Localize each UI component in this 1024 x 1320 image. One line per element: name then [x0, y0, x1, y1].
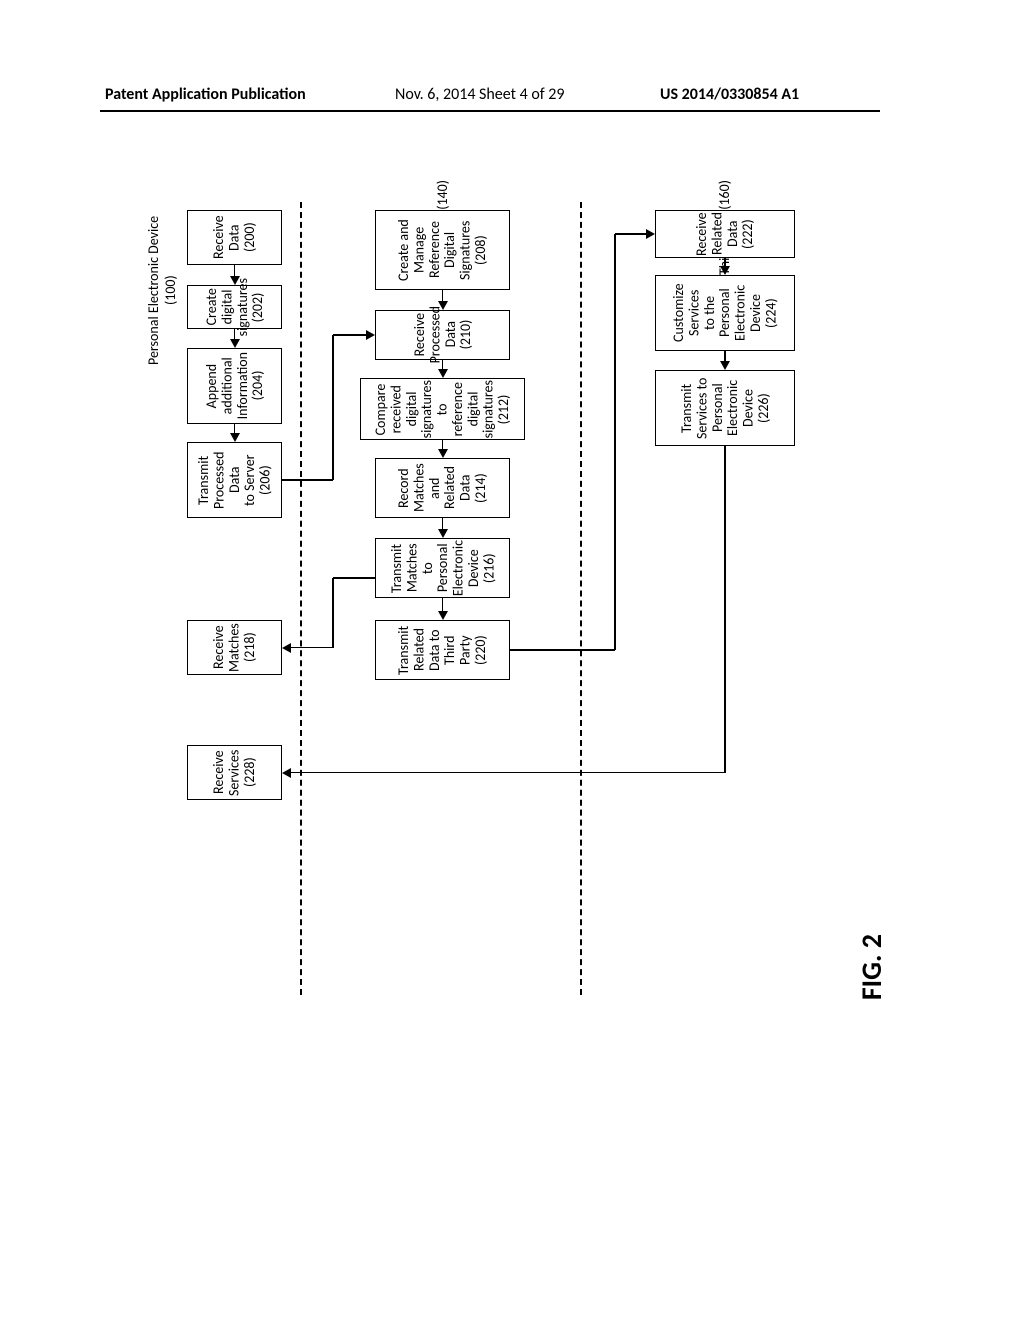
box-text: Transmit Services to	[679, 372, 710, 444]
arrow-head	[230, 276, 240, 285]
arrow	[290, 772, 725, 774]
box-text: Receive Matches	[211, 622, 242, 673]
box-text: to Server	[242, 444, 257, 516]
arrow-head	[438, 449, 448, 458]
box-text: additional	[219, 352, 234, 419]
header-right: US 2014/0330854 A1	[660, 85, 799, 104]
arrow-head	[282, 643, 291, 653]
arrow-head	[230, 433, 240, 442]
box-text: signatures (212)	[481, 380, 512, 438]
box-text: signatures to reference digital	[419, 380, 481, 438]
box-text: (214)	[473, 460, 488, 516]
connector	[332, 578, 334, 648]
arrow-head	[366, 330, 375, 340]
arrow-head	[720, 266, 730, 275]
arrow-head	[438, 301, 448, 310]
box-text: Signatures	[458, 212, 473, 288]
column-header: Personal Electronic Device (100)	[145, 210, 182, 370]
box-text: Create digital	[204, 278, 235, 336]
connector	[333, 577, 375, 579]
arrow-head	[282, 768, 291, 778]
arrow-head	[438, 369, 448, 378]
arrow	[442, 598, 444, 612]
connector	[282, 479, 333, 481]
box-text: (210)	[458, 306, 473, 363]
arrow-head	[720, 361, 730, 370]
box-text: to the Personal	[702, 277, 733, 349]
box-text: (206)	[258, 444, 273, 516]
box-text: Information	[235, 352, 250, 419]
flowchart-diagram: Personal Electronic Device (100)Server (…	[145, 180, 875, 1010]
arrow	[290, 647, 333, 649]
arrow-head	[230, 339, 240, 348]
flow-box-216: Transmit Matches toPersonal Electronic D…	[375, 538, 510, 598]
arrow-head	[438, 611, 448, 620]
arrow	[615, 233, 647, 235]
box-text: (222)	[740, 212, 755, 256]
box-text: (224)	[763, 277, 778, 349]
box-text: Create and Manage	[396, 212, 427, 288]
box-text: (216)	[481, 540, 496, 596]
swimlane-divider	[580, 202, 582, 995]
box-text: Transmit Matches to	[389, 540, 435, 596]
arrow-head	[438, 529, 448, 538]
arrow	[333, 334, 367, 336]
flow-box-206: TransmitProcessed Datato Server(206)	[187, 442, 282, 518]
box-text: Processed Data	[211, 444, 242, 516]
box-text: Receive Related Data	[694, 212, 740, 256]
header-left: Patent Application Publication	[105, 85, 306, 104]
box-text: Receive Data	[211, 212, 242, 263]
box-text: Electronic Device	[733, 277, 764, 349]
box-text: signatures (202)	[235, 278, 266, 336]
page: Patent Application Publication Nov. 6, 2…	[0, 0, 1024, 1320]
header-center: Nov. 6, 2014 Sheet 4 of 29	[395, 85, 565, 104]
flow-box-200: Receive Data(200)	[187, 210, 282, 265]
connector	[614, 234, 616, 650]
flow-box-208: Create and ManageReference DigitalSignat…	[375, 210, 510, 290]
box-text: (204)	[250, 352, 265, 419]
box-text: Device	[740, 372, 755, 444]
box-text: (218)	[242, 622, 257, 673]
flow-box-224: Customize Servicesto the PersonalElectro…	[655, 275, 795, 351]
box-text: Record Matches and	[396, 460, 442, 516]
box-text: Transmit Related Data to	[396, 622, 442, 678]
box-text: (228)	[242, 747, 257, 798]
box-text: (220)	[473, 622, 488, 678]
flow-box-228: Receive Services(228)	[187, 745, 282, 800]
connector	[510, 649, 615, 651]
box-text: (208)	[473, 212, 488, 288]
box-text: Receive Services	[211, 747, 242, 798]
flow-box-210: Receive Processed Data(210)	[375, 310, 510, 360]
header-rule	[100, 110, 880, 112]
box-text: Third Party	[443, 622, 474, 678]
connector	[332, 335, 334, 480]
box-text: (226)	[756, 372, 771, 444]
flow-box-226: Transmit Services toPersonal ElectronicD…	[655, 370, 795, 446]
figure-label: FIG. 2	[854, 934, 889, 1000]
box-text: Reference Digital	[427, 212, 458, 288]
box-text: Compare received digital	[373, 380, 419, 438]
flow-box-204: AppendadditionalInformation(204)	[187, 348, 282, 424]
box-text: Transmit	[196, 444, 211, 516]
box-text: Related Data	[443, 460, 474, 516]
box-text: Receive Processed Data	[412, 306, 458, 363]
box-text: Append	[204, 352, 219, 419]
connector	[724, 446, 726, 773]
box-text: (200)	[242, 212, 257, 263]
box-text: Personal Electronic Device	[435, 540, 481, 596]
flow-box-212: Compare received digitalsignatures to re…	[360, 378, 525, 440]
arrow-head	[646, 229, 655, 239]
flow-box-218: Receive Matches(218)	[187, 620, 282, 675]
flow-box-222: Receive Related Data(222)	[655, 210, 795, 258]
box-text: Customize Services	[671, 277, 702, 349]
flow-box-214: Record Matches andRelated Data(214)	[375, 458, 510, 518]
swimlane-divider	[300, 202, 302, 995]
flow-box-220: Transmit Related Data toThird Party(220)	[375, 620, 510, 680]
flow-box-202: Create digitalsignatures (202)	[187, 285, 282, 329]
box-text: Personal Electronic	[710, 372, 741, 444]
